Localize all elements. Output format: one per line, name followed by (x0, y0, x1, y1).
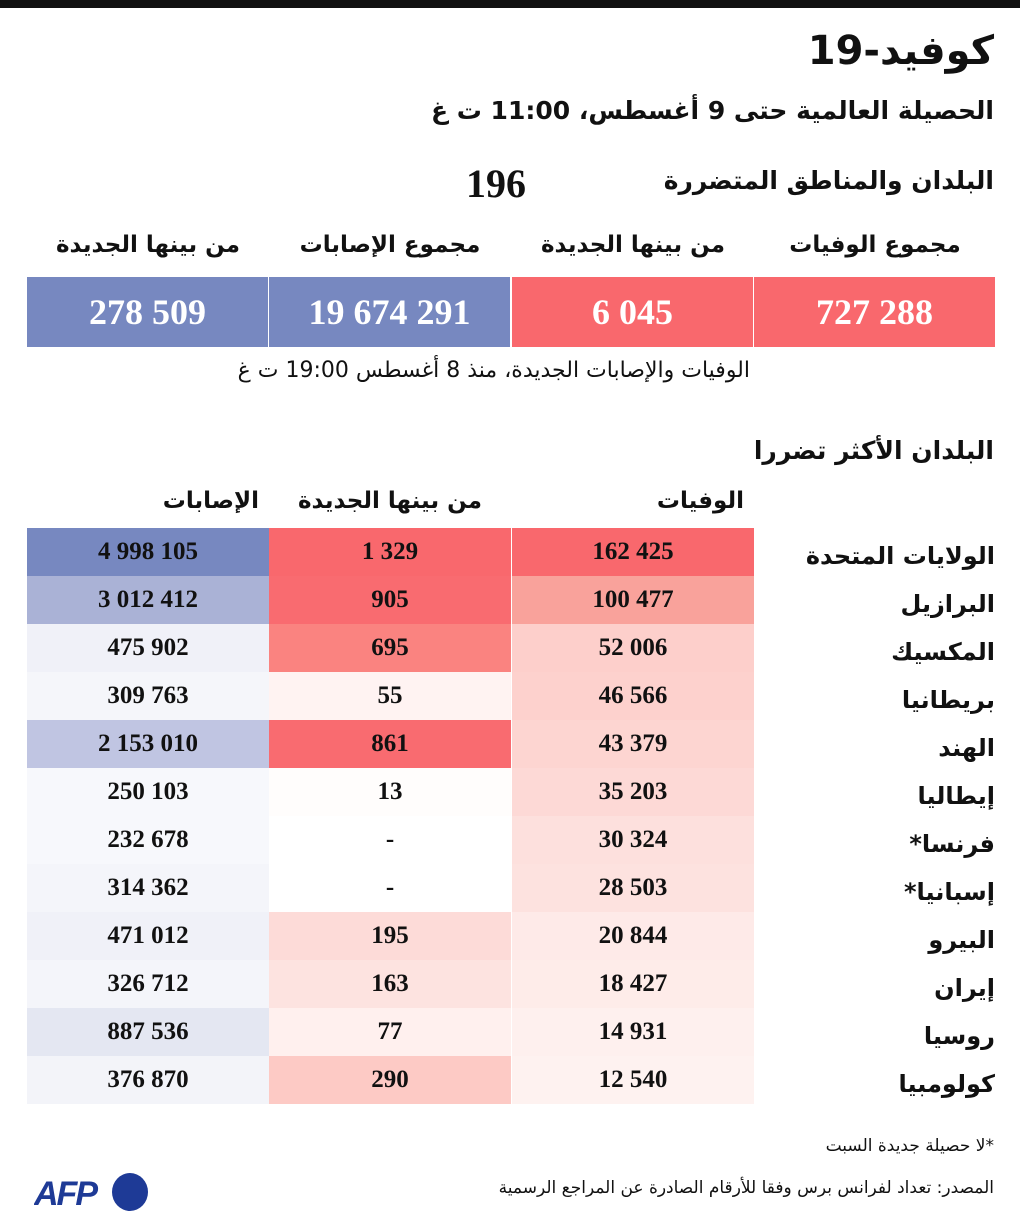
country-name: الولايات المتحدة (805, 542, 995, 570)
cell-cases: 250 103 (27, 768, 269, 816)
cell-cases: 314 362 (27, 864, 269, 912)
page-title: كوفيد-19 (807, 28, 994, 74)
cell-new: 695 (269, 624, 511, 672)
country-name: الهند (938, 734, 995, 762)
afp-logo: AFP (34, 1172, 150, 1212)
afp-logo-icon: AFP (34, 1173, 148, 1212)
cell-deaths: 43 379 (512, 720, 754, 768)
table-row: البيرو 20 844 195 471 012 (27, 912, 995, 960)
cell-cases: 471 012 (27, 912, 269, 960)
cell-new: 13 (269, 768, 511, 816)
cell-cases: 2 153 010 (27, 720, 269, 768)
top-bar (0, 0, 1020, 8)
column-header: الوفيات (656, 488, 744, 514)
country-name: إيطاليا (917, 782, 995, 810)
column-header: الإصابات (162, 488, 259, 514)
kpi-label: مجموع الوفيات (789, 232, 961, 258)
cell-deaths: 162 425 (512, 528, 754, 576)
most-affected-label: البلدان الأكثر تضررا (753, 436, 994, 465)
cell-deaths: 14 931 (512, 1008, 754, 1056)
kpi-value: 278 509 (27, 277, 268, 347)
table-row: روسيا 14 931 77 887 536 (27, 1008, 995, 1056)
kpi-value: 19 674 291 (269, 277, 510, 347)
country-name: روسيا (923, 1022, 995, 1050)
cell-cases: 3 012 412 (27, 576, 269, 624)
cell-cases: 887 536 (27, 1008, 269, 1056)
table-row: إيطاليا 35 203 13 250 103 (27, 768, 995, 816)
kpi-value: 6 045 (512, 277, 753, 347)
cell-cases: 309 763 (27, 672, 269, 720)
table-row: البرازيل 100 477 905 3 012 412 (27, 576, 995, 624)
table-row: إسبانيا* 28 503-314 362 (27, 864, 995, 912)
cell-cases: 232 678 (27, 816, 269, 864)
kpi-label: من بينها الجديدة (540, 232, 726, 258)
cell-cases: 376 870 (27, 1056, 269, 1104)
table-row: كولومبيا 12 540 290 376 870 (27, 1056, 995, 1104)
countries-affected-value: 196 (466, 161, 526, 206)
table-row: فرنسا* 30 324-232 678 (27, 816, 995, 864)
kpi-value: 727 288 (754, 277, 995, 347)
column-header: من بينها الجديدة (297, 488, 483, 514)
since-note: الوفيات والإصابات الجديدة، منذ 8 أغسطس 1… (237, 358, 750, 383)
subtitle: الحصيلة العالمية حتى 9 أغسطس، 11:00 ت غ (430, 96, 994, 125)
table-row: بريطانيا 46 566 55 309 763 (27, 672, 995, 720)
cell-deaths: 30 324 (512, 816, 754, 864)
kpi-label: من بينها الجديدة (55, 232, 241, 258)
table-row: الهند 43 379 861 2 153 010 (27, 720, 995, 768)
country-name: إسبانيا* (903, 878, 995, 906)
cell-new: 905 (269, 576, 511, 624)
cell-new: 861 (269, 720, 511, 768)
cell-deaths: 52 006 (512, 624, 754, 672)
cell-deaths: 28 503 (512, 864, 754, 912)
cell-deaths: 12 540 (512, 1056, 754, 1104)
cell-cases: 475 902 (27, 624, 269, 672)
svg-text:AFP: AFP (34, 1175, 98, 1212)
country-name: إيران (934, 974, 995, 1002)
cell-deaths: 20 844 (512, 912, 754, 960)
cell-cases: 326 712 (27, 960, 269, 1008)
cell-new: 1 329 (269, 528, 511, 576)
country-name: كولومبيا (898, 1070, 995, 1098)
cell-new: 195 (269, 912, 511, 960)
cell-deaths: 100 477 (512, 576, 754, 624)
cell-cases: 4 998 105 (27, 528, 269, 576)
kpi-label: مجموع الإصابات (299, 232, 481, 258)
table-row: إيران 18 427 163 326 712 (27, 960, 995, 1008)
source-note: المصدر: تعداد لفرانس برس وفقا للأرقام ال… (498, 1178, 994, 1198)
table-row: الولايات المتحدة 162 425 1 329 4 998 105 (27, 528, 995, 576)
country-name: فرنسا* (909, 830, 995, 858)
country-name: البرازيل (900, 590, 995, 618)
cell-deaths: 46 566 (512, 672, 754, 720)
cell-deaths: 18 427 (512, 960, 754, 1008)
cell-new: 77 (269, 1008, 511, 1056)
cell-new: 290 (269, 1056, 511, 1104)
country-name: بريطانيا (901, 686, 995, 714)
cell-deaths: 35 203 (512, 768, 754, 816)
footnote: *لا حصيلة جديدة السبت (825, 1136, 994, 1156)
cell-new: - (269, 864, 511, 912)
country-name: البيرو (928, 926, 995, 954)
table-row: المكسيك 52 006 695 475 902 (27, 624, 995, 672)
cell-new: 55 (269, 672, 511, 720)
country-name: المكسيك (891, 638, 995, 666)
cell-new: 163 (269, 960, 511, 1008)
cell-new: - (269, 816, 511, 864)
countries-affected-label: البلدان والمناطق المتضررة (663, 166, 994, 195)
